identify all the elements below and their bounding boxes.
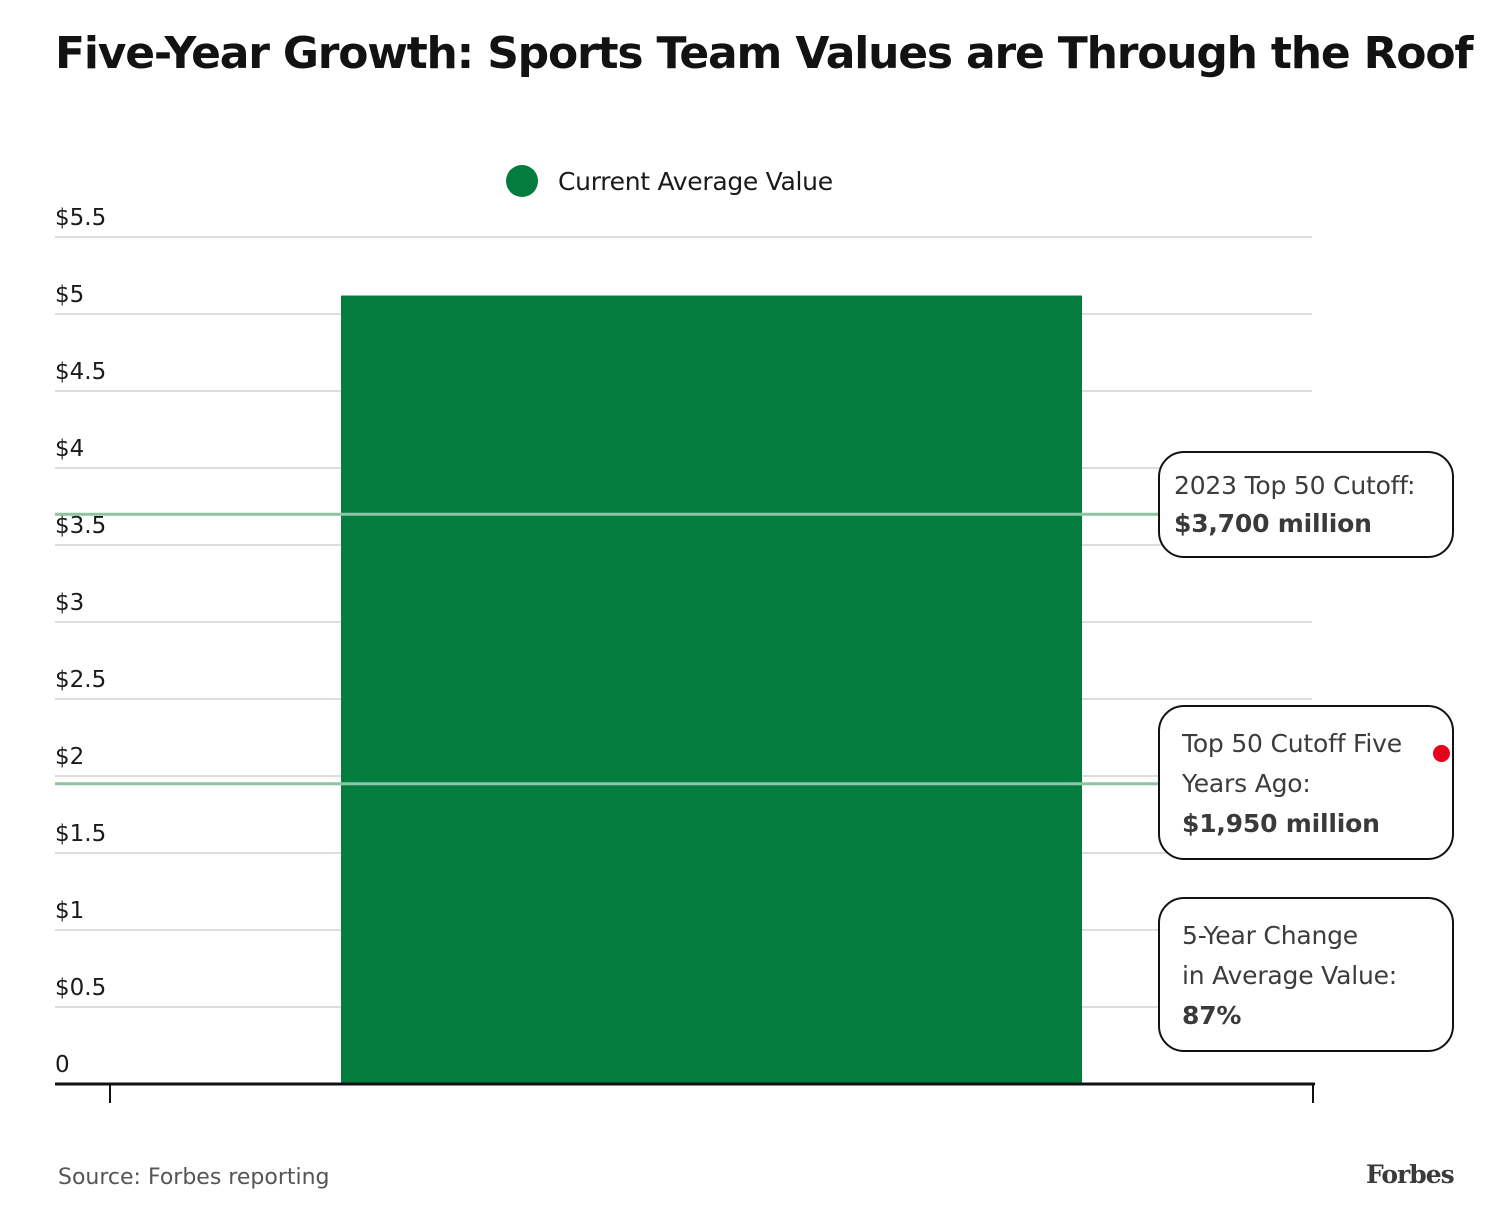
annotation-value: $3,700 million xyxy=(1174,509,1372,538)
y-tick-label: $1.5 xyxy=(55,821,106,847)
annotation-text: Years Ago: xyxy=(1182,769,1311,798)
annotation-five-year-change: 5-Year Change in Average Value: 87% xyxy=(1158,897,1454,1052)
bar xyxy=(341,295,1082,1084)
chart-title: Five-Year Growth: Sports Team Values are… xyxy=(55,28,1473,79)
annotation-text: Top 50 Cutoff Five xyxy=(1182,729,1402,758)
y-tick-label: $5 xyxy=(55,282,84,308)
y-tick-label: $4.5 xyxy=(55,359,106,385)
annotation-text: in Average Value: xyxy=(1182,961,1398,990)
marker-dot xyxy=(1433,745,1450,762)
y-tick-label: $1 xyxy=(55,898,84,924)
source-note: Source: Forbes reporting xyxy=(58,1165,330,1190)
annotation-text: 5-Year Change xyxy=(1182,921,1358,950)
legend: Current Average Value xyxy=(506,164,833,198)
brand-logo: Forbes xyxy=(1366,1160,1455,1189)
y-tick-label: $3.5 xyxy=(55,513,106,539)
legend-swatch xyxy=(506,165,538,197)
y-tick-label: 0 xyxy=(55,1052,70,1078)
annotation-value: $1,950 million xyxy=(1182,809,1380,838)
legend-label: Current Average Value xyxy=(558,166,833,196)
y-tick-label: $2 xyxy=(55,744,84,770)
annotation-value: 87% xyxy=(1182,1001,1242,1030)
annotation-text: 2023 Top 50 Cutoff: xyxy=(1174,471,1416,500)
y-tick-label: $5.5 xyxy=(55,205,106,231)
y-tick-label: $3 xyxy=(55,590,84,616)
y-tick-label: $0.5 xyxy=(55,975,106,1001)
annotation-five-years-ago-cutoff: Top 50 Cutoff Five Years Ago: $1,950 mil… xyxy=(1158,705,1454,860)
annotation-2023-cutoff: 2023 Top 50 Cutoff: $3,700 million xyxy=(1158,451,1454,558)
y-tick-label: $4 xyxy=(55,436,84,462)
y-tick-label: $2.5 xyxy=(55,667,106,693)
